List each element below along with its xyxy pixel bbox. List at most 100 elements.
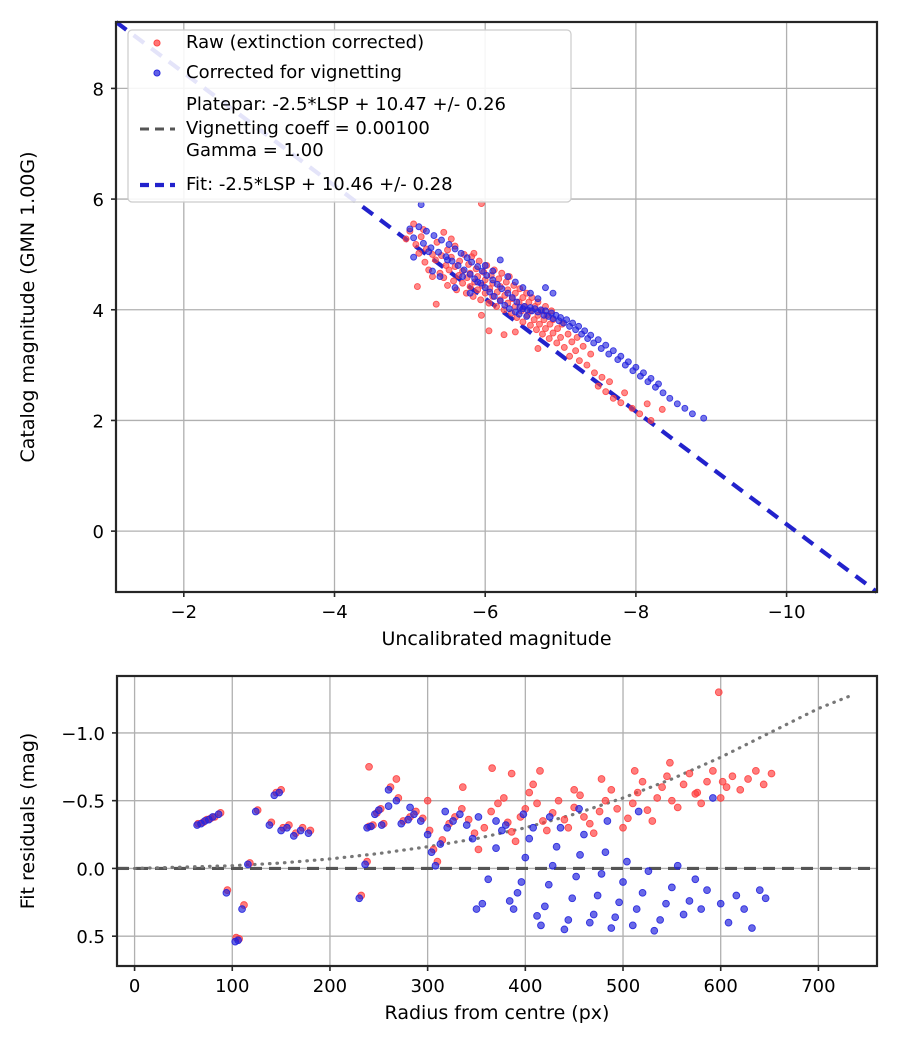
data-point	[275, 788, 284, 797]
data-point	[541, 902, 549, 911]
data-point	[532, 326, 540, 334]
data-point	[681, 404, 689, 412]
xtick-label-bottom: 0	[129, 976, 140, 997]
ytick-label-top: 4	[93, 301, 104, 322]
data-point	[493, 302, 500, 310]
data-point	[666, 758, 674, 767]
data-point	[590, 339, 598, 347]
data-point	[488, 764, 496, 772]
data-point	[481, 262, 489, 269]
data-point	[498, 285, 506, 293]
xtick-label-bottom: 400	[508, 976, 542, 997]
ytick-label-bottom: 0.5	[76, 927, 105, 948]
data-point	[367, 822, 375, 831]
data-point	[569, 319, 577, 327]
data-point	[423, 830, 432, 839]
data-point	[459, 273, 467, 281]
data-point	[542, 325, 549, 333]
data-point	[553, 339, 561, 347]
data-point	[441, 807, 450, 816]
data-point	[587, 350, 595, 358]
data-point	[601, 796, 610, 805]
data-point	[436, 840, 445, 848]
data-point	[234, 936, 242, 945]
data-point	[466, 289, 474, 297]
data-point	[489, 267, 497, 275]
data-point	[443, 823, 452, 832]
xtick-label-bottom: 500	[606, 976, 640, 997]
data-point	[557, 333, 564, 341]
xtick-label-top: −2	[171, 602, 198, 623]
data-point	[384, 802, 393, 810]
data-point	[377, 821, 386, 829]
data-point	[422, 227, 430, 235]
data-point	[638, 888, 647, 897]
data-point	[430, 232, 438, 240]
data-point	[519, 294, 527, 302]
data-point	[597, 345, 605, 352]
axes-frame-bottom	[115, 674, 879, 968]
data-point	[617, 399, 625, 407]
data-point	[406, 225, 414, 233]
data-point	[477, 296, 485, 304]
data-point	[761, 894, 770, 903]
data-point	[685, 769, 694, 778]
data-point	[589, 829, 598, 838]
ytick-label-top: 2	[93, 411, 104, 432]
data-point	[525, 788, 534, 797]
data-point	[693, 788, 702, 797]
data-point	[617, 352, 625, 360]
yaxis-title-bottom: Fit residuals (mag)	[17, 733, 39, 910]
data-point	[222, 888, 231, 897]
data-point	[438, 236, 445, 244]
data-point	[501, 301, 509, 309]
data-point	[623, 857, 631, 866]
data-point	[478, 267, 486, 275]
data-point	[688, 410, 696, 418]
data-point	[533, 912, 541, 920]
data-point	[576, 851, 584, 859]
data-point	[668, 796, 676, 805]
data-point	[529, 780, 537, 789]
data-point	[613, 804, 622, 813]
legend-item-label: Raw (extinction corrected)	[186, 32, 424, 53]
data-point	[521, 853, 530, 862]
data-point	[486, 288, 494, 296]
legend-item: Raw (extinction corrected)	[153, 32, 424, 53]
data-point	[643, 806, 652, 815]
data-point	[537, 921, 545, 930]
data-point	[238, 905, 246, 913]
data-point	[656, 916, 664, 924]
data-point	[663, 772, 671, 781]
data-point	[244, 860, 252, 869]
data-point	[576, 791, 584, 800]
data-point	[417, 233, 425, 241]
data-point	[648, 817, 657, 825]
data-point	[549, 329, 557, 337]
data-point	[662, 899, 670, 908]
legend-item-label: Vignetting coeff = 0.00100	[186, 118, 430, 139]
data-point	[575, 357, 583, 365]
data-point	[525, 834, 534, 843]
data-point	[458, 783, 467, 791]
data-point	[511, 328, 519, 336]
data-point	[511, 837, 520, 846]
data-point	[416, 817, 425, 825]
data-point	[444, 246, 451, 254]
data-point	[493, 280, 501, 288]
data-point	[496, 256, 504, 264]
data-point	[489, 276, 497, 284]
data-point	[410, 220, 418, 228]
data-point	[573, 333, 581, 341]
data-point	[500, 331, 508, 339]
data-point	[658, 783, 666, 791]
data-point	[402, 235, 410, 243]
data-point	[603, 817, 612, 825]
data-point	[556, 823, 565, 832]
ytick-label-top: 0	[93, 522, 104, 543]
data-point	[444, 281, 451, 289]
ytick-label-bottom: −0.5	[61, 792, 105, 813]
data-point	[728, 772, 737, 781]
data-point	[504, 273, 512, 281]
